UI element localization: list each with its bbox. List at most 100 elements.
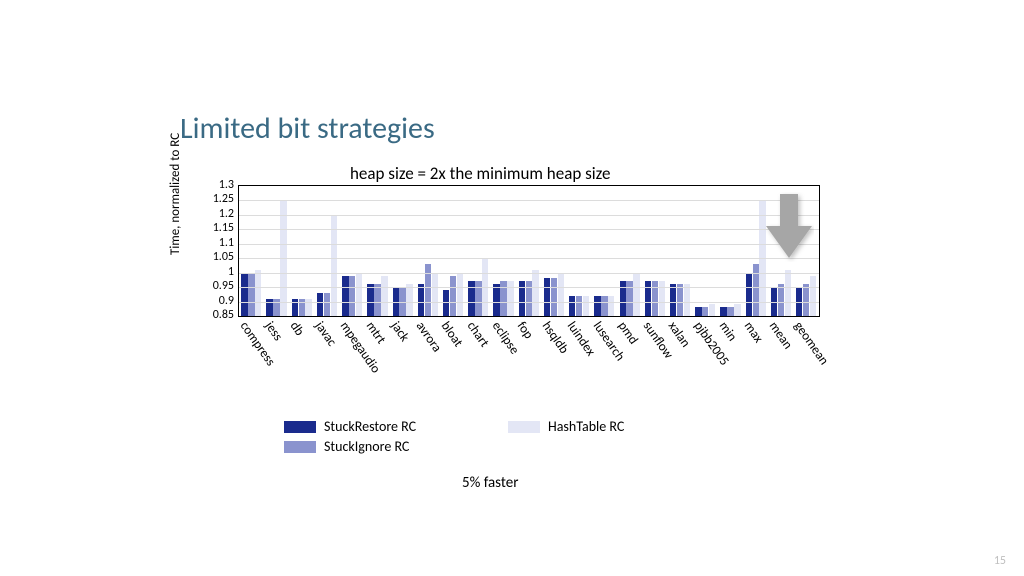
bar <box>367 284 373 316</box>
bar <box>583 296 589 316</box>
x-tick: max <box>741 319 766 346</box>
x-tick: fop <box>514 319 536 342</box>
bar-group <box>594 186 615 316</box>
bar-group <box>317 186 338 316</box>
bar <box>608 296 614 316</box>
bar <box>594 296 600 316</box>
bar-group <box>418 186 439 316</box>
bar <box>702 307 708 316</box>
bar-group <box>544 186 565 316</box>
bar <box>720 307 726 316</box>
bar <box>810 276 816 316</box>
bar <box>418 284 424 316</box>
legend-label: StuckIgnore RC <box>324 438 409 455</box>
bar <box>381 276 387 316</box>
bar <box>457 273 463 316</box>
legend: StuckRestore RC HashTable RC StuckIgnore… <box>284 418 718 458</box>
bar <box>241 273 247 316</box>
bar <box>255 270 261 316</box>
x-tick: avrora <box>413 319 445 355</box>
bar-group <box>620 186 641 316</box>
bar-group <box>468 186 489 316</box>
legend-item: HashTable RC <box>508 418 718 435</box>
bar <box>727 307 733 316</box>
bar <box>532 270 538 316</box>
x-tick: min <box>715 319 739 344</box>
x-tick: javac <box>312 319 340 349</box>
y-tick: 1.1 <box>194 236 234 250</box>
bar <box>406 284 412 316</box>
legend-item: StuckRestore RC <box>284 418 494 435</box>
x-tick: db <box>287 319 307 339</box>
bar <box>317 293 323 316</box>
y-tick: 1.3 <box>194 178 234 192</box>
legend-label: StuckRestore RC <box>324 418 416 435</box>
bar <box>569 296 575 316</box>
bar <box>493 284 499 316</box>
bar-group <box>292 186 313 316</box>
bar-group <box>393 186 414 316</box>
bar-group <box>645 186 666 316</box>
x-tick: geomean <box>791 319 832 368</box>
bar <box>443 290 449 316</box>
bar-group <box>670 186 691 316</box>
y-tick: 1.05 <box>194 250 234 264</box>
bar <box>544 278 550 316</box>
slide-title: Limited bit strategies <box>180 110 435 147</box>
y-tick: 0.9 <box>194 294 234 308</box>
bar-group <box>695 186 716 316</box>
bar-group <box>493 186 514 316</box>
y-tick: 1.15 <box>194 221 234 235</box>
x-tick: jess <box>262 319 286 344</box>
bar <box>450 276 456 316</box>
y-tick: 1.2 <box>194 207 234 221</box>
bar <box>349 276 355 316</box>
bar-group <box>342 186 363 316</box>
bar-group <box>367 186 388 316</box>
bar-group <box>519 186 540 316</box>
bar <box>248 273 254 316</box>
y-tick: 1 <box>194 265 234 279</box>
bar <box>374 284 380 316</box>
bar <box>576 296 582 316</box>
bar <box>324 293 330 316</box>
bar <box>684 284 690 316</box>
bar <box>558 273 564 316</box>
y-tick: 0.95 <box>194 279 234 293</box>
bar <box>695 307 701 316</box>
y-tick: 1.25 <box>194 192 234 206</box>
bar-group <box>771 186 792 316</box>
bar <box>342 276 348 316</box>
y-tick: 0.85 <box>194 308 234 322</box>
bar-group <box>720 186 741 316</box>
x-tick: chart <box>463 319 491 350</box>
bar <box>670 284 676 316</box>
bar <box>746 273 752 316</box>
bar-chart <box>238 185 820 317</box>
bar <box>677 284 683 316</box>
bar-group <box>796 186 817 316</box>
bar-group <box>241 186 262 316</box>
legend-item: StuckIgnore RC <box>284 438 494 455</box>
bar <box>803 284 809 316</box>
x-tick: jack <box>388 319 412 345</box>
bar <box>633 273 639 316</box>
bar-group <box>443 186 464 316</box>
bar <box>734 304 740 316</box>
bar <box>601 296 607 316</box>
bar-group <box>569 186 590 316</box>
bar <box>778 284 784 316</box>
bar-group <box>266 186 287 316</box>
bar <box>551 278 557 316</box>
bar <box>356 273 362 316</box>
page-number: 15 <box>994 554 1006 568</box>
bar-group <box>746 186 767 316</box>
x-tick: mean <box>766 319 795 352</box>
bar <box>785 270 791 316</box>
bar <box>709 304 715 316</box>
y-axis-label: Time, normalized to RC <box>168 133 183 255</box>
bar <box>432 273 438 316</box>
legend-label: HashTable RC <box>548 418 624 435</box>
chart-subtitle: heap size = 2x the minimum heap size <box>350 163 610 184</box>
caption: 5% faster <box>462 474 518 492</box>
